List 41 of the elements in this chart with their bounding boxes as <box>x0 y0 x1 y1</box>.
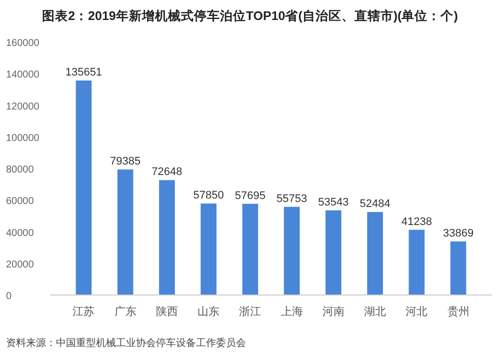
x-tick-label: 河南 <box>322 305 344 318</box>
y-tick-label: 40000 <box>6 228 34 239</box>
x-tick-label: 上海 <box>280 305 303 318</box>
data-label: 55753 <box>276 192 308 205</box>
data-label: 135651 <box>65 66 102 78</box>
y-tick-label: 0 <box>6 291 12 302</box>
data-label: 41238 <box>401 216 432 228</box>
x-tick-label: 山东 <box>198 305 220 318</box>
chart-title: 图表2：2019年新增机械式停车泊位TOP10省(自治区、直辖市)(单位：个) <box>42 8 458 23</box>
x-tick-label: 贵州 <box>447 305 470 318</box>
y-tick-label: 160000 <box>6 38 40 49</box>
data-label: 33869 <box>442 227 474 240</box>
data-label: 57695 <box>234 190 266 202</box>
data-label: 57850 <box>193 190 224 202</box>
x-tick-label: 浙江 <box>239 305 262 318</box>
x-tick-label: 陕西 <box>156 306 178 318</box>
bar <box>450 241 466 295</box>
bar <box>242 204 258 295</box>
text: 资料来源：中国重型机械工业协会停车设备工作委员会 <box>6 337 246 349</box>
bar <box>367 212 383 295</box>
y-tick-label: 80000 <box>6 164 34 176</box>
bar <box>117 169 134 295</box>
x-tick-label: 江苏 <box>72 305 95 318</box>
x-tick-label: 河北 <box>406 305 428 318</box>
y-tick-label: 120000 <box>6 101 40 112</box>
bar <box>159 180 175 295</box>
bar <box>284 206 300 295</box>
x-tick-label: 湖北 <box>364 305 386 318</box>
bar <box>200 204 216 295</box>
bar <box>408 230 425 295</box>
data-label: 52484 <box>360 198 390 210</box>
data-label: 53543 <box>318 196 349 208</box>
y-tick-label: 20000 <box>6 259 34 270</box>
data-label: 79385 <box>110 155 141 168</box>
y-tick-label: 60000 <box>6 196 34 208</box>
y-tick-label: 100000 <box>6 132 40 144</box>
bar <box>76 80 92 295</box>
bar <box>326 210 342 295</box>
y-tick-label: 140000 <box>6 70 40 81</box>
data-label: 72648 <box>152 166 182 178</box>
x-tick-label: 广东 <box>114 305 136 318</box>
